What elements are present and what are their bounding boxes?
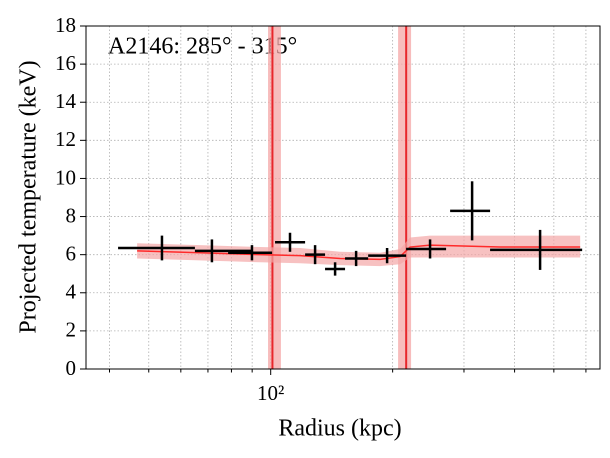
x-axis-label: Radius (kpc) (278, 416, 401, 442)
vline-band (398, 26, 412, 369)
vline-band (268, 26, 281, 369)
y-tick-label: 16 (55, 51, 76, 75)
y-tick-label: 0 (66, 356, 77, 380)
y-tick-label: 14 (55, 89, 77, 113)
y-axis-label: Projected temperature (keV) (16, 60, 42, 333)
y-tick-label: 18 (55, 13, 76, 37)
y-tick-label: 12 (55, 127, 76, 151)
annotation: A2146: 285° - 315° (108, 34, 297, 60)
y-tick-label: 8 (66, 203, 77, 227)
x-tick-label: 10² (257, 381, 284, 405)
model-line (137, 244, 581, 261)
y-tick-label: 10 (55, 165, 76, 189)
plot-frame (85, 25, 601, 370)
y-tick-label: 6 (66, 241, 77, 265)
y-tick-label: 2 (66, 318, 77, 342)
y-tick-label: 4 (66, 280, 77, 304)
model-band (137, 235, 581, 267)
plot-area (86, 26, 600, 369)
